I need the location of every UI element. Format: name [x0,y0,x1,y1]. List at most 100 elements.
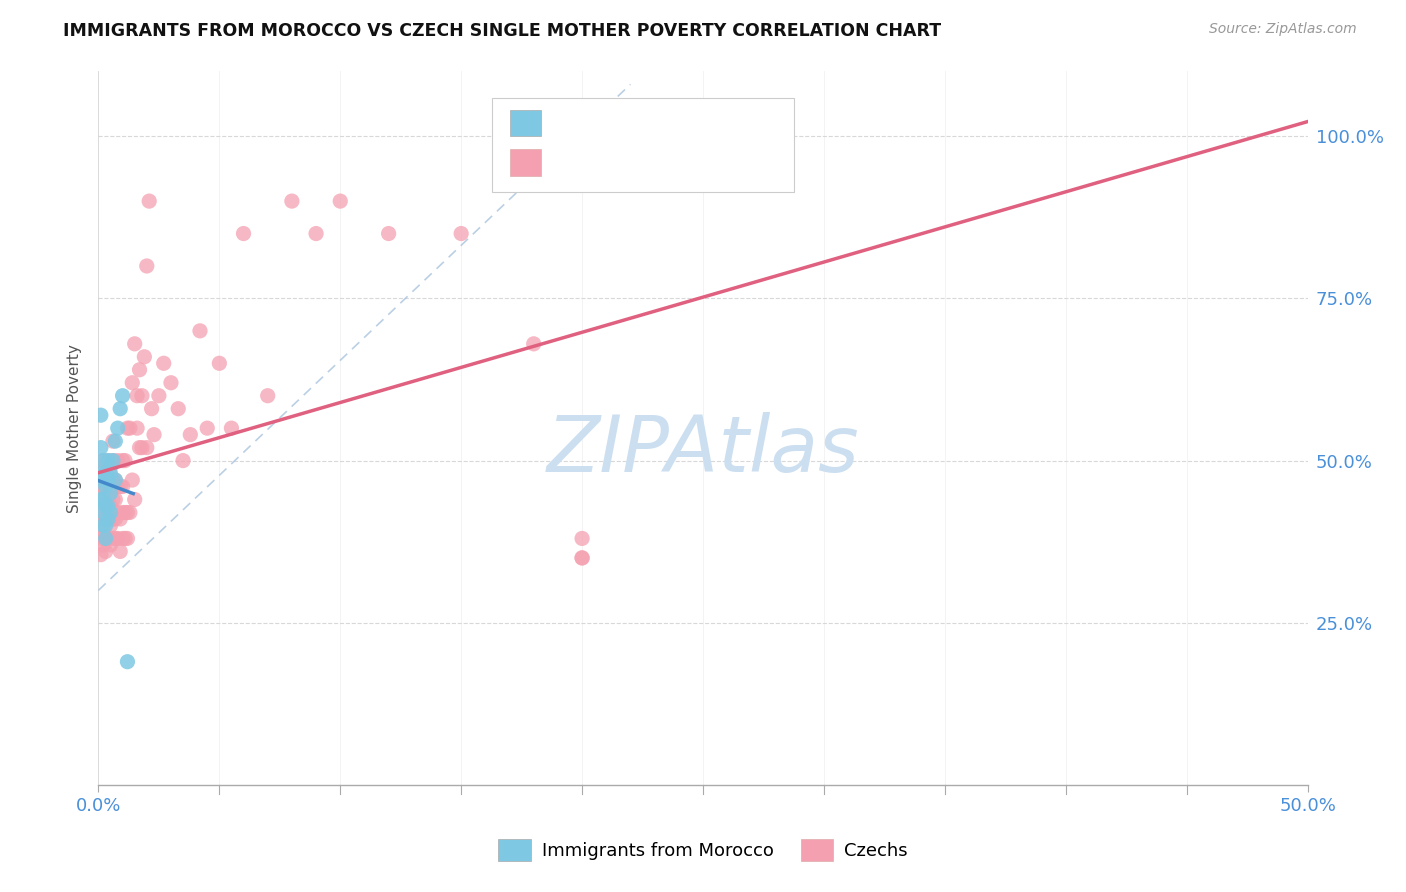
Point [101,453,124,467]
Point [195,421,218,435]
Point [143,427,166,442]
Point [91,524,114,539]
Point [100,538,122,552]
Point [104,434,127,449]
Point [108,544,131,558]
Point [101,532,124,546]
Point [117,421,139,435]
Point [128,441,150,455]
Point [208,356,231,370]
Legend: Immigrants from Morocco, Czechs: Immigrants from Morocco, Czechs [491,832,915,869]
Point [124,492,146,507]
Point [97,512,120,526]
Point [179,427,201,442]
Point [281,194,304,208]
Point [117,532,139,546]
Point [138,194,160,208]
Text: N = 28: N = 28 [661,113,724,131]
Point [117,655,139,669]
Point [128,363,150,377]
Point [221,421,243,435]
Point [107,453,129,467]
Point [111,506,134,520]
Point [104,473,127,487]
Point [100,460,122,475]
Point [172,453,194,467]
Point [94,499,117,513]
Point [111,453,134,467]
Point [118,506,141,520]
Point [90,518,112,533]
Point [114,506,136,520]
Point [118,421,141,435]
Point [91,492,114,507]
Text: R = 0.250: R = 0.250 [550,113,640,131]
Point [152,356,174,370]
Point [101,434,124,449]
Point [131,389,153,403]
Point [135,259,157,273]
Point [94,499,117,513]
Point [100,486,122,500]
Point [97,453,120,467]
Point [450,227,472,241]
Point [571,550,593,565]
Point [111,389,134,403]
Point [91,492,114,507]
Point [571,532,593,546]
Point [94,479,117,493]
Point [104,532,127,546]
Point [188,324,211,338]
Point [97,473,120,487]
Point [108,479,131,493]
Point [90,467,112,481]
Point [135,441,157,455]
Point [232,227,254,241]
Point [100,506,122,520]
Text: ZIPAtlas: ZIPAtlas [547,411,859,488]
Point [94,532,117,546]
Point [377,227,399,241]
Point [107,532,129,546]
Point [91,518,114,533]
Point [97,453,120,467]
Point [100,499,122,513]
Point [141,401,163,416]
Point [104,512,127,526]
Point [91,538,114,552]
Point [97,473,120,487]
Point [107,421,129,435]
Point [94,479,117,493]
Point [94,518,117,533]
Point [90,532,112,546]
Point [127,389,149,403]
Point [94,460,117,475]
Point [97,492,120,507]
Point [100,479,122,493]
Point [114,453,136,467]
Point [111,479,134,493]
Point [571,550,593,565]
Point [100,467,122,481]
Point [101,492,124,507]
Point [121,473,143,487]
Point [256,389,278,403]
Point [111,532,134,546]
Text: IMMIGRANTS FROM MOROCCO VS CZECH SINGLE MOTHER POVERTY CORRELATION CHART: IMMIGRANTS FROM MOROCCO VS CZECH SINGLE … [63,22,942,40]
Point [91,473,114,487]
Point [127,421,149,435]
Point [97,499,120,513]
Point [91,506,114,520]
Point [101,512,124,526]
Point [329,194,352,208]
Point [108,512,131,526]
Point [124,336,146,351]
Point [90,492,112,507]
Point [100,518,122,533]
Text: N = 93: N = 93 [661,153,724,170]
Point [91,453,114,467]
Point [131,441,153,455]
Point [90,479,112,493]
Point [104,492,127,507]
Point [101,473,124,487]
